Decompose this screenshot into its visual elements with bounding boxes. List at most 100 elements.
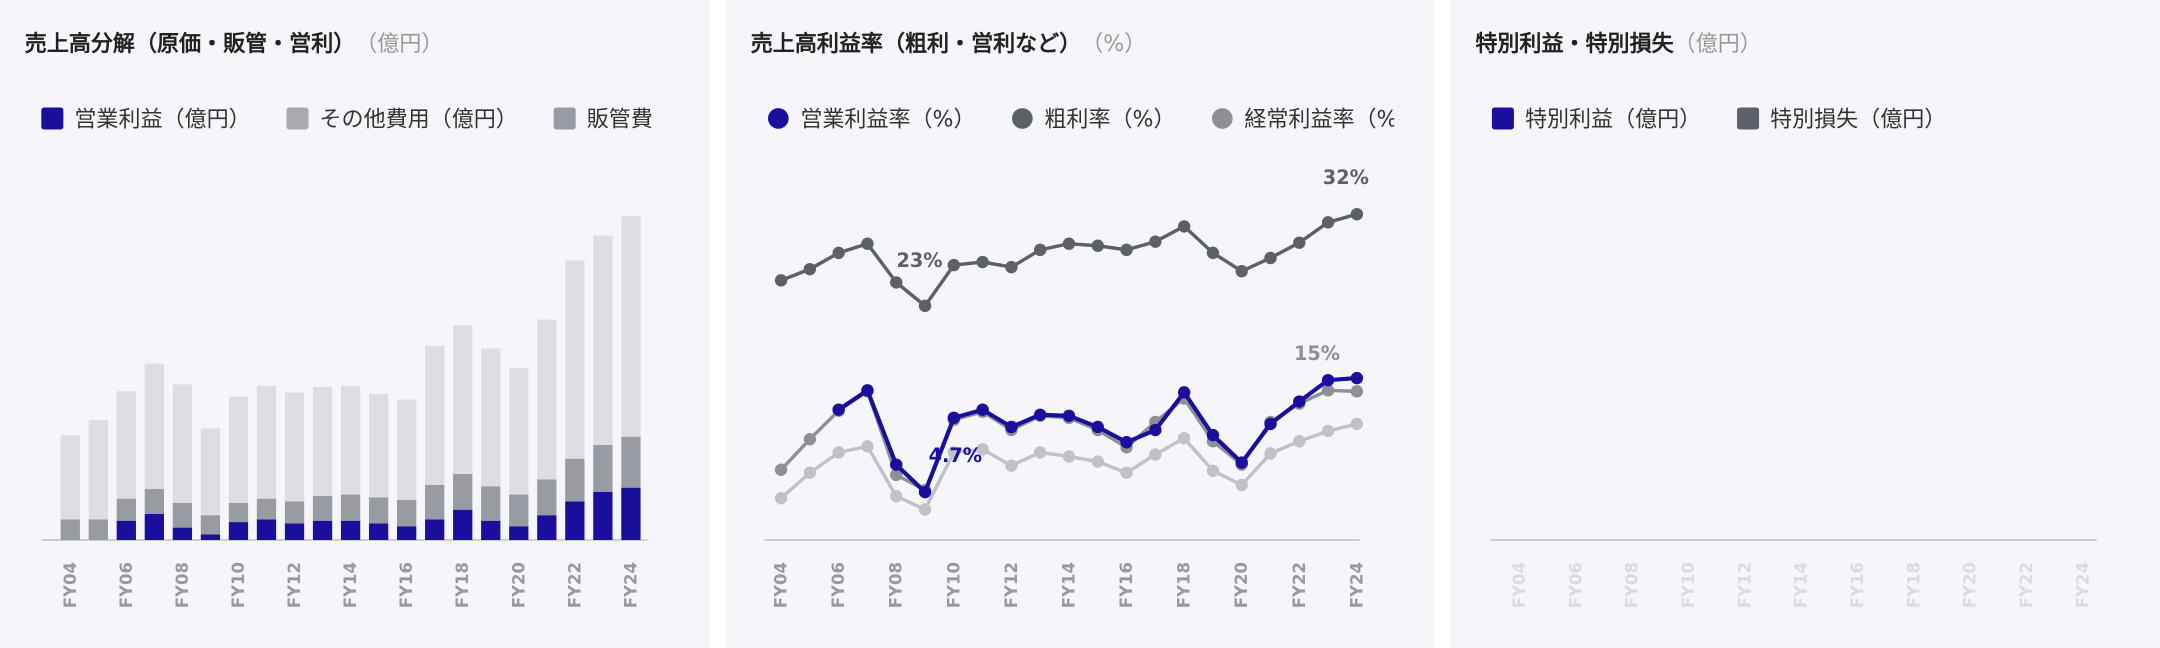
- bar-segment: [144, 489, 164, 514]
- series-point: [1350, 385, 1364, 398]
- legend-marker: [1211, 108, 1233, 129]
- legend-marker: [553, 107, 576, 130]
- value-label: 23%: [896, 249, 942, 272]
- bar-segment: [340, 385, 361, 495]
- x-tick-label: FY12: [285, 562, 304, 608]
- series-point: [1235, 456, 1248, 469]
- legend-label: 営業利益率（%）: [800, 108, 975, 133]
- series-point: [1206, 428, 1220, 442]
- series-point: [918, 485, 932, 499]
- x-tick-label: FY24: [1347, 562, 1366, 608]
- x-tick-label: FY20: [1961, 562, 1980, 608]
- bar-segment: [312, 387, 333, 496]
- x-tick-label: FY12: [1002, 562, 1021, 608]
- bar-segment: [453, 509, 473, 540]
- x-tick-label: FY14: [341, 562, 360, 608]
- x-tick-label: FY16: [397, 562, 416, 608]
- bar-segment: [368, 523, 389, 540]
- bar-segment: [172, 384, 193, 503]
- series-point: [803, 262, 817, 276]
- series-point: [1350, 371, 1364, 385]
- bar-segment: [425, 484, 445, 520]
- bar-segment: [200, 534, 221, 540]
- legend-label: 経常利益率（%）: [1244, 108, 1419, 133]
- series-point: [918, 503, 932, 516]
- x-tick-label: FY18: [1904, 562, 1923, 608]
- series-point: [1293, 395, 1306, 408]
- series-point: [1062, 237, 1076, 250]
- bar-segment: [368, 497, 389, 524]
- bar-segment: [593, 491, 613, 540]
- x-tick-label: FY06: [117, 562, 136, 608]
- series-point: [774, 463, 788, 476]
- bar-segment: [509, 494, 529, 527]
- bar-segment: [509, 526, 529, 540]
- series-point: [1350, 417, 1364, 431]
- legend-label: その他費用（億円）: [320, 108, 518, 133]
- bar-segment: [453, 325, 473, 474]
- series-point: [1264, 417, 1277, 431]
- series-point: [1321, 424, 1335, 438]
- series-point: [1264, 447, 1277, 460]
- bar-segment: [228, 396, 249, 503]
- bar-segment: [453, 473, 473, 510]
- series-point: [861, 384, 874, 397]
- bar-segment: [284, 523, 305, 540]
- chart-unit: （億円）: [1674, 32, 1762, 57]
- series-point: [976, 443, 989, 456]
- bar-segment: [60, 519, 80, 540]
- bar-segment: [565, 260, 585, 459]
- series-point: [1235, 478, 1248, 492]
- chart: 売上高分解（原価・販管・営利） （億円） 営業利益（億円） その他費用（億円） 販管費 F…: [25, 31, 653, 608]
- series-point: [1033, 408, 1047, 421]
- x-tick-label: FY16: [1117, 562, 1136, 608]
- series-point: [1091, 455, 1104, 468]
- series-point: [1005, 459, 1018, 472]
- bar-segment: [116, 391, 136, 499]
- legend-marker: [1491, 107, 1514, 130]
- series-point: [1033, 243, 1047, 257]
- value-label: 15%: [1294, 342, 1340, 365]
- legend-label: 営業利益（億円）: [74, 108, 250, 133]
- x-tick-label: FY06: [829, 562, 848, 608]
- series-point: [803, 466, 817, 479]
- legend-marker: [767, 108, 789, 129]
- series-point: [918, 299, 932, 313]
- series-point: [1321, 384, 1335, 397]
- x-tick-label: FY10: [944, 562, 963, 608]
- series-point: [1120, 436, 1133, 449]
- bar-segment: [425, 345, 445, 485]
- bar-segment: [621, 216, 641, 437]
- x-tick-label: FY16: [1848, 562, 1867, 608]
- bar-segment: [537, 479, 557, 516]
- chart: 特別利益・特別損失 （億円） 特別利益（億円） 特別損失（億円） FY04 FY06 FY0…: [1475, 31, 2097, 608]
- bar-segment: [397, 526, 417, 540]
- bar-segment: [593, 444, 613, 492]
- bar-segment: [537, 319, 557, 480]
- legend-marker: [1737, 107, 1760, 130]
- bar-segment: [88, 420, 108, 520]
- chart-unit: （%）: [1081, 32, 1146, 57]
- series-point: [1321, 216, 1335, 229]
- x-tick-label: FY12: [1735, 562, 1754, 608]
- series-point: [947, 446, 961, 459]
- series-point: [1005, 260, 1018, 274]
- series-point: [832, 446, 845, 459]
- series-point: [832, 403, 845, 416]
- x-tick-label: FY10: [1679, 562, 1698, 608]
- series-point: [1120, 243, 1133, 257]
- bar-segment: [621, 436, 641, 488]
- x-tick-label: FY14: [1059, 562, 1078, 608]
- bar-segment: [200, 515, 221, 535]
- legend-label: 特別利益（億円）: [1525, 108, 1701, 133]
- bar-segment: [172, 527, 193, 540]
- bar-segment: [537, 515, 557, 540]
- x-tick-label: FY08: [887, 562, 906, 608]
- series-point: [1350, 207, 1364, 221]
- bar-segment: [228, 502, 249, 523]
- series-point: [1177, 386, 1191, 399]
- chart-title: 売上高利益率（粗利・営利など）: [751, 31, 1081, 57]
- series-point: [1033, 446, 1047, 459]
- legend-marker: [286, 107, 309, 130]
- bar-segment: [116, 498, 136, 521]
